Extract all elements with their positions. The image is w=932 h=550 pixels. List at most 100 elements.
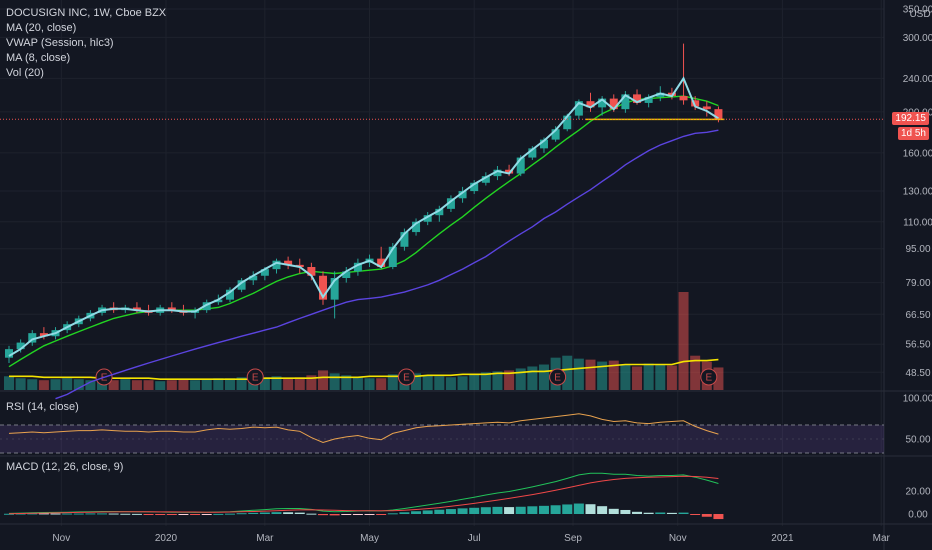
earnings-marker-icon xyxy=(246,368,264,386)
candle-body xyxy=(412,221,421,233)
price-tick-label: 110.00 xyxy=(903,217,932,228)
volume-bar xyxy=(97,381,108,390)
price-tick-label: 79.00 xyxy=(905,278,930,289)
rsi-line xyxy=(8,413,719,444)
candle-body xyxy=(633,94,642,103)
candle-body xyxy=(319,275,328,300)
candle-body xyxy=(481,176,490,183)
macd-histogram-bar xyxy=(597,506,608,514)
volume-bar xyxy=(4,376,14,390)
macd-histogram-bar xyxy=(131,513,142,515)
macd-histogram-bar xyxy=(469,507,480,514)
indicator-vwap[interactable]: VWAP (Session, hlc3) xyxy=(6,37,114,49)
macd-histogram-bar xyxy=(434,509,445,514)
volume-bar xyxy=(38,380,49,390)
time-axis-label: Mar xyxy=(873,533,891,544)
macd-histogram-bar xyxy=(248,512,259,514)
time-axis-label: Mar xyxy=(256,533,274,544)
volume-bar xyxy=(318,370,329,390)
macd-histogram-bar xyxy=(515,506,526,514)
ma20-line xyxy=(55,129,719,400)
volume-bar xyxy=(62,378,73,390)
earnings-marker-label: E xyxy=(403,373,410,384)
volume-bar xyxy=(73,379,84,390)
macd-histogram-bar xyxy=(271,512,282,514)
candle-body xyxy=(551,129,560,140)
time-axis-label: Jul xyxy=(468,533,481,544)
indicator-ma8[interactable]: MA (8, close) xyxy=(6,52,71,64)
macd-histogram-bar xyxy=(166,514,177,515)
macd-histogram-bar xyxy=(608,508,619,514)
ma8-line xyxy=(8,95,719,368)
volume-bar xyxy=(597,361,608,390)
candle-body xyxy=(342,271,351,279)
macd-histogram-bar xyxy=(97,513,108,515)
volume-ma-line xyxy=(9,358,719,380)
volume-bar xyxy=(573,358,584,390)
earnings-marker-label: E xyxy=(252,373,259,384)
current-price-badge: 192.15 xyxy=(892,112,929,126)
macd-histogram-bar xyxy=(632,511,643,514)
macd-histogram-bar xyxy=(85,513,96,515)
earnings-marker-label: E xyxy=(705,373,712,384)
candle-body xyxy=(5,349,13,358)
volume-bar xyxy=(387,374,398,390)
candle-body xyxy=(574,101,583,116)
volume-bar xyxy=(515,368,526,390)
macd-histogram-bar xyxy=(376,514,387,515)
earnings-marker-label: E xyxy=(554,373,561,384)
time-axis-label: Nov xyxy=(669,533,687,544)
earnings-marker-icon xyxy=(700,368,718,386)
price-tick-label: 66.50 xyxy=(905,310,930,321)
candle-body xyxy=(388,246,397,267)
candle-body xyxy=(249,275,258,281)
macd-histogram-bar xyxy=(224,513,235,515)
price-tick-label: 240.00 xyxy=(903,74,932,85)
price-tick-label: 56.50 xyxy=(905,340,930,351)
volume-bar xyxy=(504,370,515,390)
symbol-title[interactable]: DOCUSIGN INC, 1W, Cboe BZX xyxy=(6,7,167,19)
volume-bar xyxy=(259,377,270,390)
macd-histogram-bar xyxy=(550,505,561,514)
vwap-line xyxy=(8,76,719,357)
macd-histogram-bar xyxy=(259,512,270,514)
volume-bar xyxy=(492,371,503,390)
macd-histogram-bar xyxy=(713,514,724,520)
time-axis-label: May xyxy=(360,533,379,544)
volume-bar xyxy=(329,373,340,390)
indicator-ma20[interactable]: MA (20, close) xyxy=(6,22,77,34)
macd-histogram-bar xyxy=(15,513,26,515)
macd-histogram-bar xyxy=(143,514,154,515)
candle-body xyxy=(284,260,293,265)
time-axis-label: 2021 xyxy=(771,533,794,544)
indicator-volume[interactable]: Vol (20) xyxy=(6,67,44,79)
macd-histogram-bar xyxy=(62,513,73,515)
macd-histogram-bar xyxy=(4,513,14,515)
candle-body xyxy=(586,101,595,108)
volume-bar xyxy=(411,373,422,390)
macd-histogram-bar xyxy=(50,513,61,515)
rsi-band xyxy=(0,425,884,453)
candle-body xyxy=(679,96,688,101)
volume-bar xyxy=(236,377,247,390)
macd-histogram-bar xyxy=(457,508,468,514)
macd-histogram-bar xyxy=(643,512,654,514)
rsi-legend[interactable]: RSI (14, close) xyxy=(6,401,79,413)
macd-legend[interactable]: MACD (12, 26, close, 9) xyxy=(6,461,124,473)
macd-histogram-bar xyxy=(283,512,294,514)
candle-body xyxy=(493,169,502,177)
macd-histogram-bar xyxy=(666,512,677,514)
volume-bar xyxy=(352,377,363,390)
price-tick-label: 130.00 xyxy=(903,187,932,198)
macd-histogram-bar xyxy=(480,507,491,514)
volume-bar xyxy=(294,377,305,390)
macd-histogram-bar xyxy=(236,513,247,515)
candle-body xyxy=(214,299,223,303)
candle-body xyxy=(470,182,479,192)
currency-label: USD xyxy=(909,9,930,20)
macd-histogram-bar xyxy=(364,514,375,515)
volume-bar xyxy=(108,380,119,390)
volume-bar xyxy=(120,379,131,390)
